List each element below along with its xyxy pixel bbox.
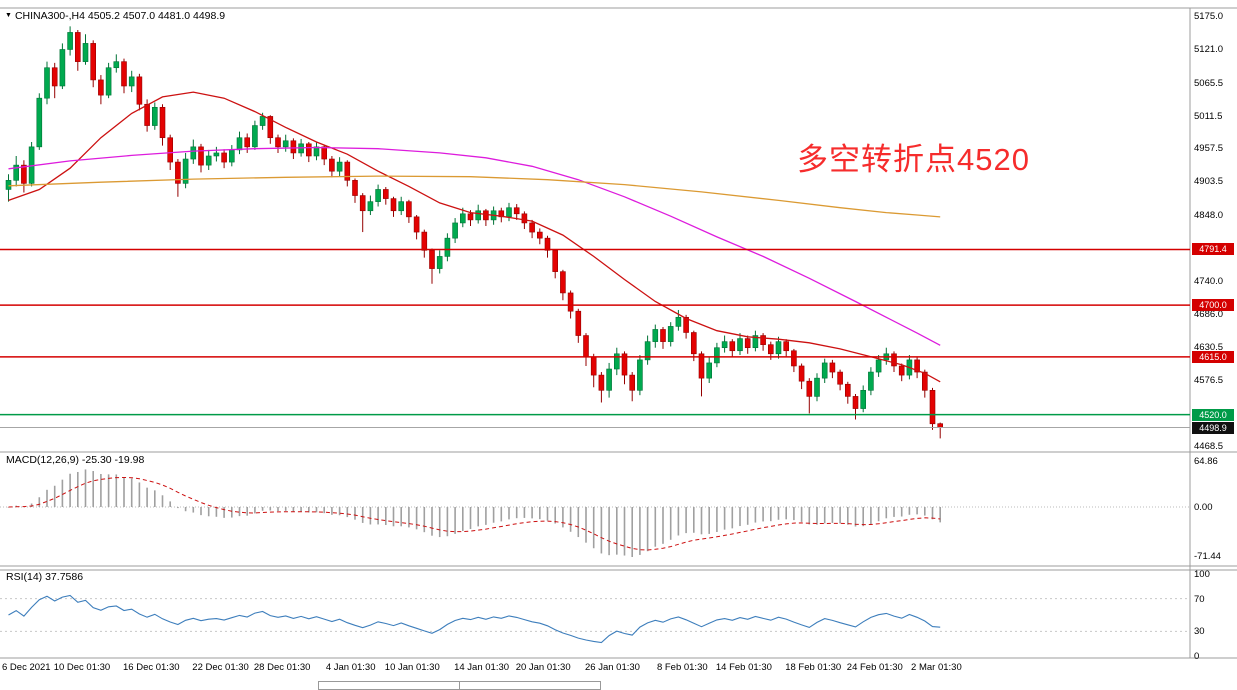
rsi-axis-label: 30	[1194, 626, 1205, 638]
price-tick-label: 5065.5	[1194, 77, 1224, 89]
price-line-badge: 4520.0	[1192, 408, 1234, 421]
time-axis-label: 10 Dec 01:30	[53, 662, 111, 673]
ma-fast-line	[8, 91, 941, 383]
macd-axis-zero: 0.00	[1194, 502, 1213, 513]
time-axis-label: 20 Jan 01:30	[515, 662, 571, 673]
time-axis-label: 14 Feb 01:30	[715, 662, 772, 673]
rsi-axis-label: 100	[1194, 569, 1210, 580]
macd-signal-line	[8, 476, 941, 551]
price-tick-label: 4468.5	[1194, 441, 1224, 452]
price-line-badge: 4791.4	[1192, 243, 1234, 256]
annotation-text-object[interactable]: 多空转折点4520	[797, 142, 1030, 177]
macd-axis-max: 64.86	[1194, 456, 1218, 467]
time-axis-label: 8 Feb 01:30	[656, 662, 708, 673]
time-axis-label: 16 Dec 01:30	[123, 662, 180, 673]
price-tick-label: 5011.5	[1194, 110, 1223, 122]
price-axis[interactable]: 5175.0 5121.0 5065.5 5011.5 4957.5 4903.5 4848…	[1190, 0, 1237, 662]
candles-layer	[5, 26, 944, 439]
bottom-panel-box-2	[459, 681, 601, 690]
rsi-line	[8, 594, 941, 644]
time-axis-label: 26 Jan 01:30	[585, 662, 640, 673]
macd-indicator-label: MACD(12,26,9) -25.30 -19.98	[6, 454, 145, 466]
time-axis-label: 4 Jan 01:30	[325, 662, 376, 673]
price-tick-label: 5121.0	[1194, 43, 1224, 55]
rsi-axis-label: 0	[1194, 651, 1200, 662]
time-axis-label: 14 Jan 01:30	[454, 662, 510, 673]
ohlc-values: 4505.2 4507.0 4481.0 4498.9	[87, 10, 226, 22]
time-axis-label: 10 Jan 01:30	[384, 662, 440, 673]
time-axis-label: 24 Feb 01:30	[846, 662, 903, 673]
bottom-panel-box-1	[318, 681, 460, 690]
price-tick-label: 5175.0	[1194, 11, 1224, 22]
current-price-badge: 4498.9	[1192, 421, 1234, 434]
time-axis-label: 2 Mar 01:30	[911, 662, 962, 673]
macd-histogram	[7, 469, 941, 557]
macd-axis-min: -71.44	[1194, 551, 1221, 562]
ma-slow-line	[8, 175, 941, 218]
panel-separators	[0, 7, 1237, 659]
ma-mid-line	[8, 146, 941, 346]
price-line-badge: 4615.0	[1192, 350, 1234, 363]
rsi-axis-label: 70	[1194, 593, 1205, 605]
time-axis-label: 18 Feb 01:30	[785, 662, 842, 673]
time-axis[interactable]: 6 Dec 2021 10 Dec 01:30 16 Dec 01:30 22 Dec…	[0, 658, 1190, 680]
time-axis-label: 6 Dec 2021	[2, 662, 51, 673]
price-tick-label: 4957.5	[1194, 143, 1224, 155]
price-tick-label: 4848.0	[1194, 210, 1224, 222]
symbol-ohlc-readout: ▼ CHINA300-,H4 4505.2 4507.0 4481.0 4498.…	[5, 10, 225, 22]
ohlc-expander-icon[interactable]: ▼	[5, 12, 12, 19]
price-tick-label: 4740.0	[1194, 275, 1224, 287]
time-axis-label: 22 Dec 01:30	[192, 662, 249, 673]
rsi-indicator-label: RSI(14) 37.7586	[6, 571, 84, 583]
symbol-timeframe-label: CHINA300-,H4	[14, 10, 85, 22]
price-panel	[5, 26, 944, 439]
time-axis-label: 28 Dec 01:30	[253, 662, 311, 673]
rsi-panel	[0, 594, 1190, 644]
price-tick-label: 4686.0	[1194, 308, 1224, 320]
price-tick-label: 4903.5	[1194, 176, 1224, 188]
price-tick-label: 4630.5	[1194, 342, 1224, 354]
price-tick-label: 4576.5	[1194, 375, 1224, 387]
macd-panel	[0, 469, 1190, 557]
price-line-badge: 4700.0	[1192, 299, 1234, 312]
